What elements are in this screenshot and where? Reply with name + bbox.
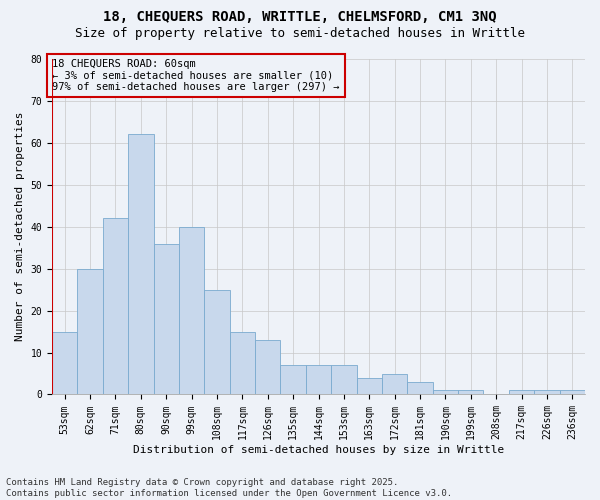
Bar — [509, 390, 534, 394]
Bar — [407, 382, 433, 394]
Bar — [230, 332, 255, 394]
Bar — [154, 244, 179, 394]
Text: Size of property relative to semi-detached houses in Writtle: Size of property relative to semi-detach… — [75, 28, 525, 40]
Text: 18 CHEQUERS ROAD: 60sqm
← 3% of semi-detached houses are smaller (10)
97% of sem: 18 CHEQUERS ROAD: 60sqm ← 3% of semi-det… — [52, 59, 340, 92]
Bar — [356, 378, 382, 394]
Bar — [433, 390, 458, 394]
Bar — [77, 268, 103, 394]
Bar — [458, 390, 484, 394]
Bar — [560, 390, 585, 394]
Text: Contains HM Land Registry data © Crown copyright and database right 2025.
Contai: Contains HM Land Registry data © Crown c… — [6, 478, 452, 498]
Bar — [52, 332, 77, 394]
Bar — [382, 374, 407, 394]
Bar — [128, 134, 154, 394]
Bar — [331, 365, 356, 394]
Bar — [179, 226, 205, 394]
Bar — [534, 390, 560, 394]
Bar — [280, 365, 306, 394]
X-axis label: Distribution of semi-detached houses by size in Writtle: Distribution of semi-detached houses by … — [133, 445, 504, 455]
Bar — [205, 290, 230, 395]
Text: 18, CHEQUERS ROAD, WRITTLE, CHELMSFORD, CM1 3NQ: 18, CHEQUERS ROAD, WRITTLE, CHELMSFORD, … — [103, 10, 497, 24]
Y-axis label: Number of semi-detached properties: Number of semi-detached properties — [15, 112, 25, 342]
Bar — [255, 340, 280, 394]
Bar — [306, 365, 331, 394]
Bar — [103, 218, 128, 394]
